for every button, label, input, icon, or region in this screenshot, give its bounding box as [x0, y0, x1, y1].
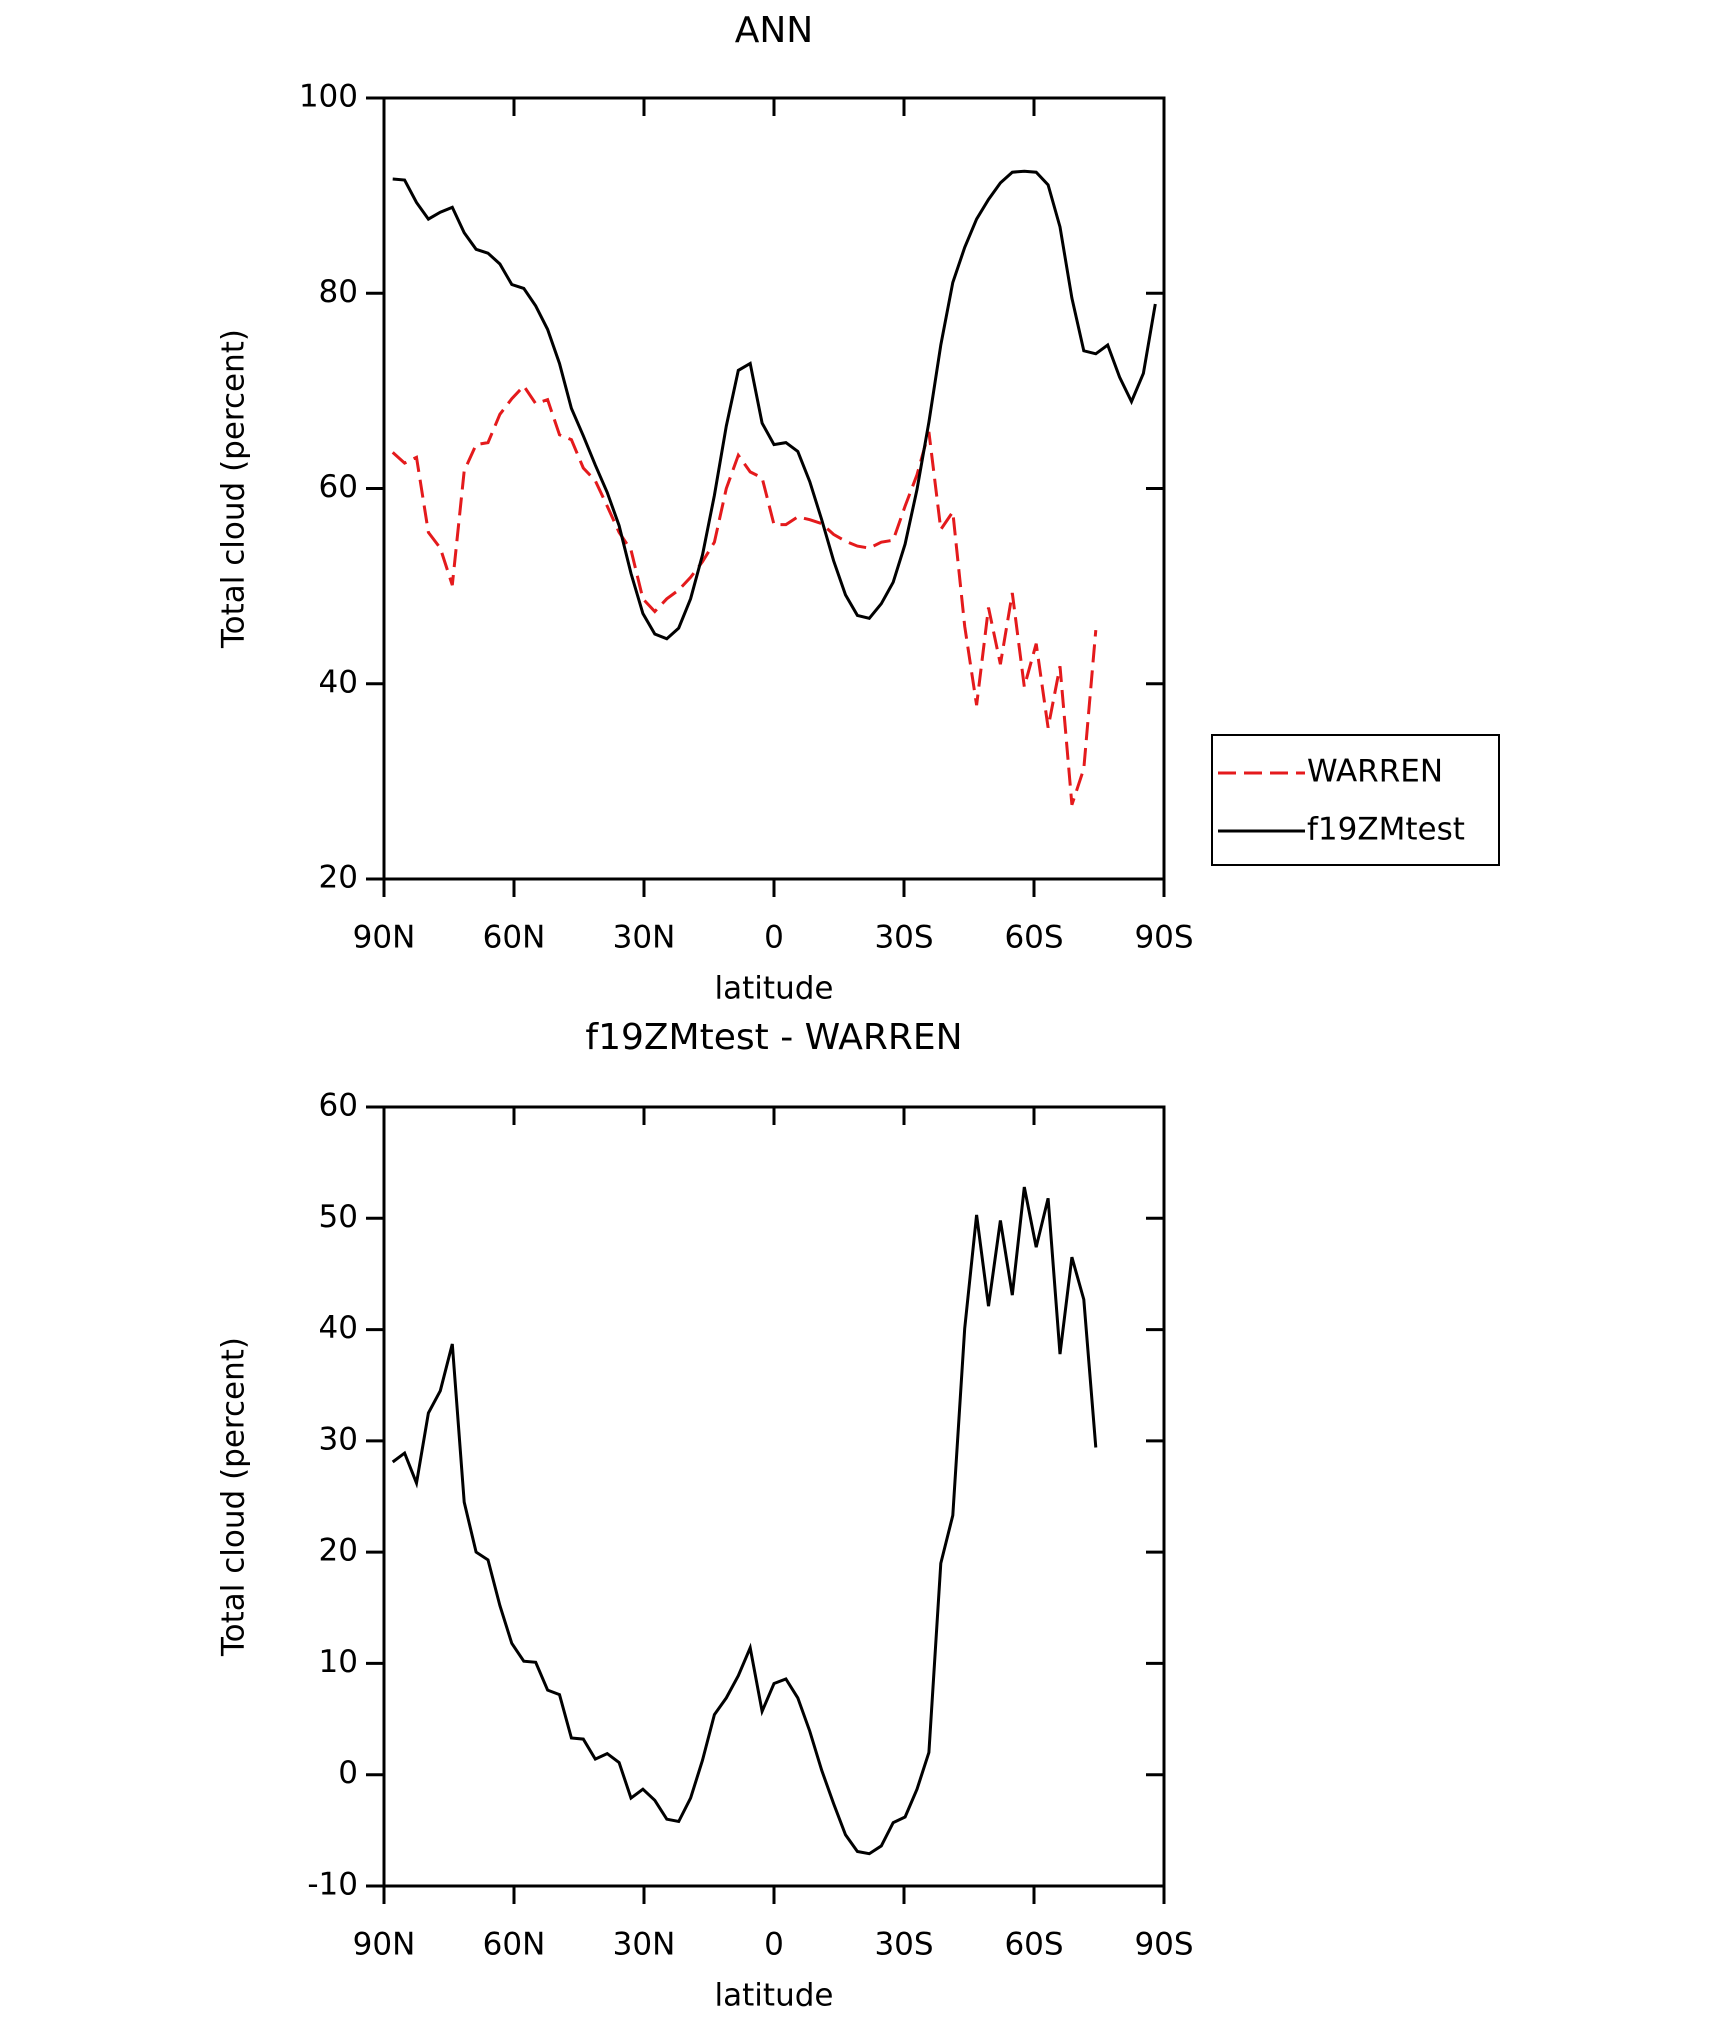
y-tick-label: 40	[319, 664, 358, 700]
chart-title: f19ZMtest - WARREN	[585, 1017, 962, 1058]
legend-label: WARREN	[1307, 754, 1443, 790]
x-tick-label: 0	[764, 1927, 784, 1963]
y-tick-label: 60	[319, 1088, 358, 1124]
x-tick-label: 60N	[483, 1927, 546, 1963]
y-tick-label: 60	[319, 469, 358, 505]
x-axis-label: latitude	[715, 1978, 834, 2014]
y-tick-label: 0	[338, 1755, 358, 1791]
x-tick-label: 30N	[613, 920, 676, 956]
y-tick-label: 30	[319, 1421, 358, 1457]
series-line	[391, 383, 1098, 806]
x-tick-label: 90S	[1134, 1927, 1193, 1963]
y-tick-label: 50	[319, 1199, 358, 1235]
y-tick-label: 20	[319, 860, 358, 896]
y-tick-label: 40	[319, 1310, 358, 1346]
y-tick-label: -10	[307, 1867, 358, 1903]
plot-frame	[382, 96, 1166, 881]
y-axis-label: Total cloud (percent)	[216, 329, 252, 649]
y-tick-label: 100	[299, 79, 358, 115]
x-tick-label: 30S	[874, 1927, 933, 1963]
x-tick-label: 60N	[483, 920, 546, 956]
y-axis-label: Total cloud (percent)	[216, 1337, 252, 1657]
x-tick-label: 30N	[613, 1927, 676, 1963]
x-tick-label: 60S	[1004, 1927, 1063, 1963]
y-tick-label: 80	[319, 274, 358, 310]
chart-title: ANN	[735, 10, 814, 51]
x-tick-label: 90N	[353, 920, 416, 956]
x-tick-label: 90N	[353, 1927, 416, 1963]
x-axis-label: latitude	[715, 971, 834, 1007]
series-line	[391, 1186, 1098, 1856]
x-tick-label: 30S	[874, 920, 933, 956]
legend-label: f19ZMtest	[1307, 812, 1465, 848]
series-line	[392, 169, 1157, 641]
plot-frame	[382, 1105, 1166, 1888]
x-tick-label: 0	[764, 920, 784, 956]
x-tick-label: 60S	[1004, 920, 1063, 956]
y-tick-label: 20	[319, 1533, 358, 1569]
x-tick-label: 90S	[1134, 920, 1193, 956]
y-tick-label: 10	[319, 1644, 358, 1680]
legend-box	[1211, 734, 1500, 866]
